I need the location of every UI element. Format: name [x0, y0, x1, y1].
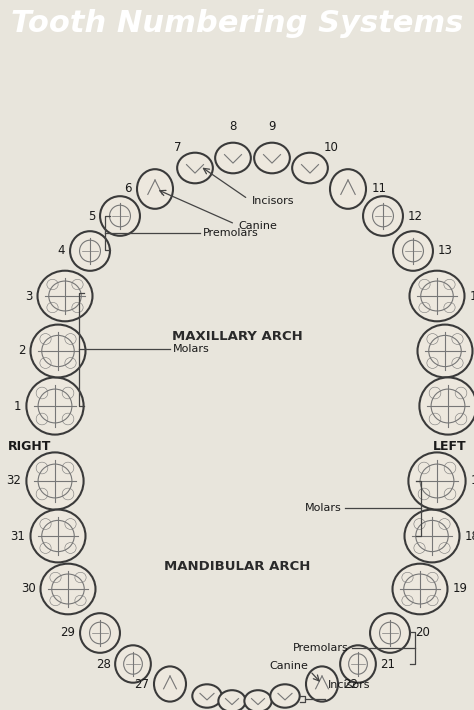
Text: Molars: Molars	[173, 344, 210, 354]
Ellipse shape	[254, 143, 290, 173]
Text: RIGHT: RIGHT	[9, 439, 52, 452]
Ellipse shape	[215, 143, 251, 173]
Ellipse shape	[154, 667, 186, 701]
Ellipse shape	[419, 378, 474, 435]
Text: Premolars: Premolars	[203, 228, 259, 238]
Text: 8: 8	[229, 119, 237, 133]
Ellipse shape	[219, 690, 246, 710]
Text: 28: 28	[96, 657, 111, 670]
Text: MAXILLARY ARCH: MAXILLARY ARCH	[172, 329, 302, 342]
Ellipse shape	[100, 196, 140, 236]
Ellipse shape	[393, 231, 433, 271]
Text: Canine: Canine	[269, 661, 308, 671]
Text: 32: 32	[6, 474, 21, 488]
Text: 2: 2	[18, 344, 26, 358]
Text: Canine: Canine	[238, 221, 277, 231]
Ellipse shape	[80, 613, 120, 652]
Text: 17: 17	[471, 474, 474, 488]
Ellipse shape	[410, 271, 465, 322]
Ellipse shape	[306, 667, 338, 701]
Ellipse shape	[30, 324, 85, 378]
Text: MANDIBULAR ARCH: MANDIBULAR ARCH	[164, 559, 310, 572]
Text: 4: 4	[58, 244, 65, 258]
Ellipse shape	[409, 452, 465, 510]
Ellipse shape	[404, 510, 459, 562]
Text: 27: 27	[134, 677, 149, 691]
Text: Incisors: Incisors	[328, 680, 371, 690]
Ellipse shape	[330, 169, 366, 209]
Text: 7: 7	[174, 141, 182, 154]
Text: 31: 31	[10, 530, 26, 542]
Ellipse shape	[30, 510, 85, 562]
Ellipse shape	[370, 613, 410, 652]
Text: 19: 19	[453, 582, 467, 596]
Text: 5: 5	[88, 209, 95, 222]
Text: 14: 14	[470, 290, 474, 302]
Text: 18: 18	[465, 530, 474, 542]
Ellipse shape	[392, 564, 447, 614]
Text: 1: 1	[14, 400, 21, 413]
Ellipse shape	[270, 684, 300, 708]
Text: Molars: Molars	[305, 503, 342, 513]
Text: Premolars: Premolars	[293, 643, 349, 653]
Ellipse shape	[340, 645, 376, 683]
Text: 22: 22	[343, 677, 358, 691]
Text: 10: 10	[324, 141, 338, 154]
Text: 11: 11	[372, 182, 386, 195]
Text: 9: 9	[268, 119, 276, 133]
Ellipse shape	[245, 690, 272, 710]
Text: 6: 6	[124, 182, 132, 195]
Text: 12: 12	[408, 209, 423, 222]
Ellipse shape	[363, 196, 403, 236]
Ellipse shape	[115, 645, 151, 683]
Text: 3: 3	[25, 290, 33, 302]
Text: LEFT: LEFT	[433, 439, 467, 452]
Ellipse shape	[37, 271, 92, 322]
Text: Incisors: Incisors	[252, 196, 294, 206]
Ellipse shape	[418, 324, 473, 378]
Ellipse shape	[70, 231, 110, 271]
Text: 29: 29	[60, 626, 75, 640]
Text: Tooth Numbering Systems: Tooth Numbering Systems	[11, 9, 463, 38]
Ellipse shape	[40, 564, 95, 614]
Text: 13: 13	[438, 244, 453, 258]
Text: 30: 30	[21, 582, 36, 596]
Text: 21: 21	[380, 657, 395, 670]
Ellipse shape	[27, 452, 83, 510]
Ellipse shape	[192, 684, 222, 708]
Text: 20: 20	[415, 626, 429, 640]
Ellipse shape	[177, 153, 213, 183]
Ellipse shape	[292, 153, 328, 183]
Ellipse shape	[27, 378, 83, 435]
Ellipse shape	[137, 169, 173, 209]
